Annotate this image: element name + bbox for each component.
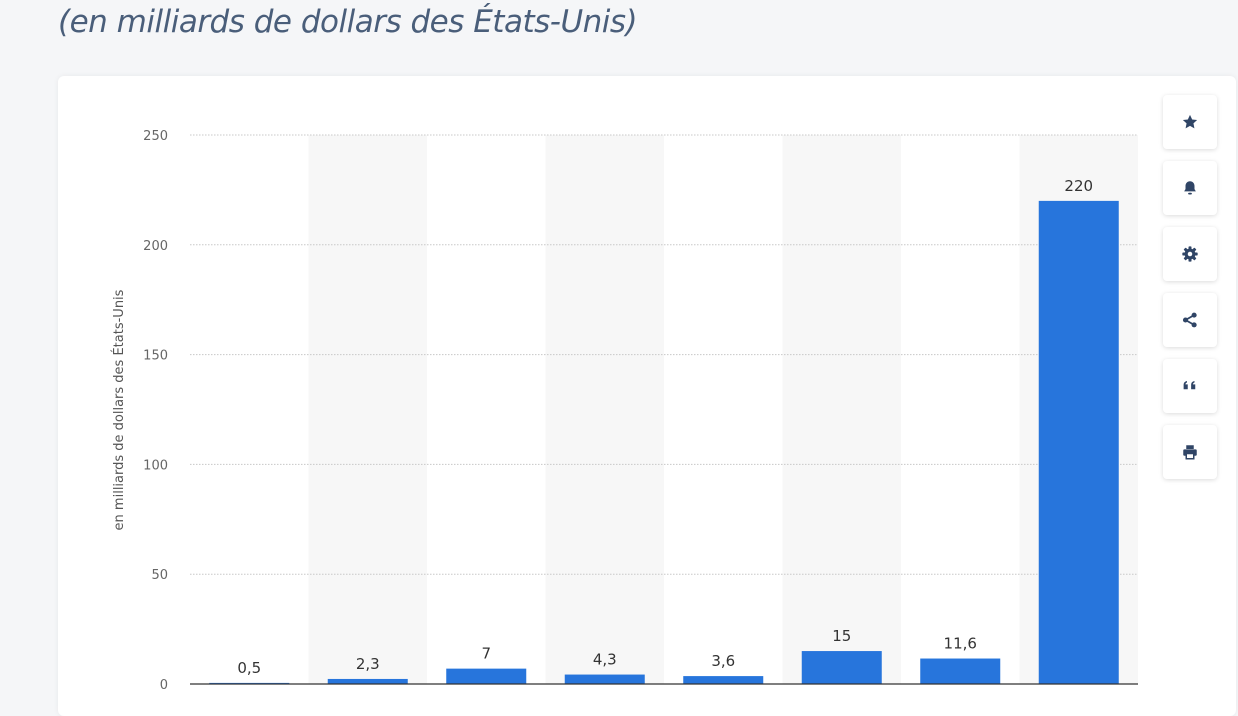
data-label: 2,3 — [356, 655, 380, 673]
gear-icon — [1182, 246, 1198, 262]
cite-button[interactable] — [1163, 359, 1217, 413]
y-axis-ticks: 0 50 100 150 200 250 — [143, 129, 168, 693]
print-button[interactable] — [1163, 425, 1217, 479]
y-tick-label: 150 — [143, 349, 168, 364]
bar[interactable] — [683, 676, 764, 684]
bar[interactable] — [801, 651, 882, 684]
printer-icon — [1183, 445, 1197, 460]
star-icon — [1182, 114, 1198, 129]
alternate-bands — [308, 135, 1138, 684]
chart-toolbar — [1163, 95, 1217, 479]
bar[interactable] — [446, 668, 527, 684]
data-label: 220 — [1064, 177, 1093, 195]
data-label: 7 — [481, 645, 491, 663]
bar-chart: 0 50 100 150 200 250 0,5 2,3 7 4,3 3,6 15 11,6 220 e… — [111, 129, 1138, 693]
y-axis-title: en milliards de dollars des États-Unis — [111, 289, 127, 530]
bar[interactable] — [564, 674, 645, 684]
share-button[interactable] — [1163, 293, 1217, 347]
bar[interactable] — [920, 658, 1001, 684]
chart-subtitle: (en milliards de dollars des États-Unis) — [58, 4, 638, 40]
bar[interactable] — [327, 678, 408, 684]
gridlines — [190, 134, 1138, 575]
y-tick-label: 0 — [160, 678, 168, 693]
share-icon — [1182, 312, 1197, 328]
data-label: 11,6 — [944, 635, 977, 653]
data-labels: 0,5 2,3 7 4,3 3,6 15 11,6 220 — [237, 177, 1093, 677]
bar[interactable] — [1038, 200, 1119, 684]
data-label: 0,5 — [237, 659, 261, 677]
category-band — [308, 135, 427, 684]
notification-button[interactable] — [1163, 161, 1217, 215]
category-band — [545, 135, 664, 684]
y-tick-label: 100 — [143, 458, 168, 473]
data-label: 15 — [832, 627, 851, 645]
y-tick-label: 50 — [151, 568, 168, 583]
data-label: 3,6 — [711, 652, 735, 670]
data-label: 4,3 — [593, 651, 617, 669]
y-tick-label: 200 — [143, 239, 168, 254]
favorite-button[interactable] — [1163, 95, 1217, 149]
category-band — [782, 135, 901, 684]
quote-icon — [1183, 380, 1196, 390]
bell-icon — [1184, 181, 1196, 195]
settings-button[interactable] — [1163, 227, 1217, 281]
y-tick-label: 250 — [143, 129, 168, 144]
